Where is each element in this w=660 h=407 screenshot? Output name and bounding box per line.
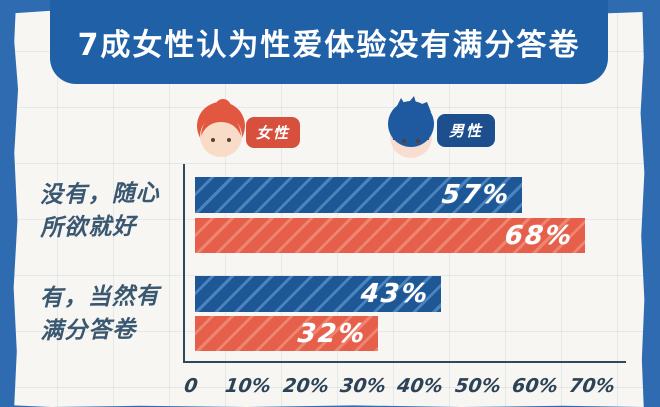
- bar-value-label: 43%: [359, 279, 431, 309]
- legend-male-label: 男性: [437, 114, 495, 147]
- x-axis-tick: 50%: [453, 375, 502, 397]
- category-1-line-2: 所欲就好: [40, 213, 137, 242]
- x-axis-tick: 20%: [281, 375, 330, 397]
- chart-plot: 57% 68% 43% 32% 0 10% 20% 30% 40% 50% 60% 70%: [183, 164, 626, 397]
- category-2-line-1: 有，当然有: [39, 283, 160, 312]
- x-axis-tick: 30%: [338, 375, 388, 397]
- bar-value-label: 32%: [296, 318, 368, 349]
- category-label-1: 没有，随心 所欲就好: [39, 177, 192, 246]
- bar-男性-category-1: 57%: [195, 177, 522, 213]
- x-axis-tick: 60%: [510, 375, 560, 397]
- category-1-line-1: 没有，随心: [39, 180, 160, 209]
- legend-female-label: 女性: [246, 117, 300, 148]
- title-banner: 7成女性认为性爱体验没有满分答卷: [50, 0, 608, 84]
- category-2-line-2: 满分答卷: [40, 316, 137, 345]
- male-avatar-icon: [388, 96, 434, 158]
- x-axis-tick: 10%: [224, 375, 273, 397]
- legend-female-text: 女性: [255, 124, 290, 142]
- page-title: 7成女性认为性爱体验没有满分答卷: [77, 28, 581, 63]
- bar-value-label: 57%: [440, 180, 512, 210]
- bar-男性-category-2: 43%: [195, 276, 441, 312]
- category-label-2: 有，当然有 满分答卷: [39, 280, 192, 349]
- bar-女性-category-1: 68%: [195, 218, 585, 253]
- bar-value-label: 68%: [503, 220, 575, 251]
- female-avatar-icon: [197, 99, 245, 157]
- bar-女性-category-2: 32%: [195, 316, 378, 351]
- legend-male-text: 男性: [448, 122, 483, 140]
- x-axis-tick: 70%: [567, 375, 617, 397]
- x-axis-tick: 40%: [395, 375, 445, 397]
